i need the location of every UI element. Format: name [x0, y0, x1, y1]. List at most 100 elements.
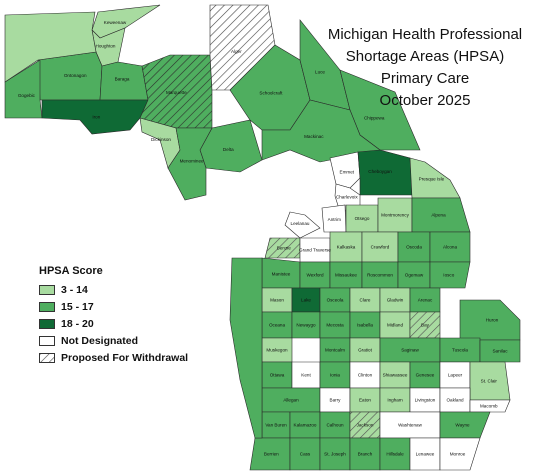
county-label: Alpena [431, 213, 446, 218]
legend-label: 15 - 17 [61, 300, 94, 313]
title-line-4: October 2025 [379, 92, 471, 109]
county-label: Huron [486, 318, 499, 323]
county-label: Emmet [340, 170, 355, 175]
county-label: Ottawa [270, 373, 285, 378]
county-macomb [469, 399, 511, 413]
county-label: Benzie [277, 246, 291, 251]
legend-swatch-15-17 [39, 301, 55, 312]
county-label: Lenawee [416, 452, 435, 457]
title-line-3: Primary Care [380, 70, 470, 87]
county-label: Mason [270, 298, 284, 303]
county-label: Missaukee [335, 273, 357, 278]
county-huron [459, 299, 521, 341]
county-label: Midland [387, 323, 404, 328]
county-label: Bay [421, 323, 430, 328]
county-label: Livingston [415, 398, 436, 403]
county-label: Montcalm [325, 348, 345, 353]
county-label: Iosco [443, 273, 454, 278]
county-label: Lake [301, 298, 311, 303]
county-label: Clinton [358, 373, 373, 378]
county-label: Clare [360, 298, 371, 303]
county-menominee [167, 127, 213, 201]
county-label: Delta [223, 147, 234, 152]
county-label: Ionia [330, 373, 340, 378]
legend-item: 3 - 14 [39, 281, 188, 298]
county-gogebic [4, 59, 43, 119]
county-label: Houghton [96, 44, 116, 49]
county-label: Montmorency [381, 213, 410, 218]
county-label: Van Buren [265, 423, 287, 428]
county-label: Ogemaw [405, 273, 424, 278]
legend-item: Not Designated [39, 332, 188, 349]
title-line-2: Shortage Areas (HPSA) [345, 48, 505, 65]
legend-label: Not Designated [61, 334, 139, 347]
upper-peninsula [4, 4, 421, 201]
lower-peninsula [229, 149, 521, 471]
county-labels: Keweenaw Houghton Ontonagon Gogebic Baraga Ir… [18, 20, 508, 456]
county-label: Iron [92, 115, 100, 120]
legend-label: 3 - 14 [61, 283, 88, 296]
county-label: Lapeer [448, 373, 463, 378]
county-label: Newaygo [296, 323, 316, 328]
county-label: Barry [330, 398, 342, 403]
county-iosco [429, 261, 471, 289]
county-label: Crawford [371, 245, 390, 250]
county-label: Presque Isle [419, 177, 445, 182]
county-label: Ingham [387, 398, 402, 403]
legend-item: Proposed For Withdrawal [39, 349, 188, 366]
title-line-1: Michigan Health Professional [327, 26, 523, 43]
county-label: Charlevoix [336, 195, 358, 200]
county-label: Cheboygan [368, 169, 392, 174]
county-label: Muskegon [266, 348, 288, 353]
county-presque-isle [409, 157, 461, 199]
county-label: Keweenaw [104, 20, 127, 25]
county-label: Washtenaw [398, 423, 423, 428]
county-label: Antrim [328, 217, 341, 222]
county-label: Kent [301, 373, 311, 378]
county-label: St. Clair [481, 379, 498, 384]
county-emmet [329, 151, 361, 189]
county-label: Gogebic [18, 93, 36, 98]
county-label: Alcona [443, 245, 457, 250]
county-label: Monroe [450, 452, 466, 457]
county-label: Chippewa [364, 115, 385, 120]
county-label: Hillsdale [386, 452, 404, 457]
county-label: Roscommon [367, 273, 393, 278]
county-label: Oscoda [406, 245, 422, 250]
county-label: Mecosta [326, 323, 344, 328]
map-title: Michigan Health Professional Shortage Ar… [318, 24, 532, 112]
county-label: St. Joseph [324, 452, 346, 457]
county-label: Leelanau [291, 221, 310, 226]
county-label: Ontonagon [64, 73, 87, 78]
county-label: Mackinac [304, 134, 324, 139]
county-label: Gratiot [358, 348, 373, 353]
county-label: Alger [231, 49, 242, 54]
county-label: Eaton [359, 398, 371, 403]
county-label: Kalkaska [337, 245, 356, 250]
county-label: Isabella [357, 323, 373, 328]
county-label: Luce [315, 70, 325, 75]
legend-label: Proposed For Withdrawal [61, 351, 189, 364]
county-label: Genesee [416, 373, 435, 378]
county-label: Osceola [327, 298, 344, 303]
county-label: Otsego [355, 216, 370, 221]
county-label: Dickinson [151, 137, 171, 142]
county-label: Allegan [283, 398, 299, 403]
county-mackinac [261, 99, 381, 163]
county-west-shore [229, 257, 263, 439]
county-label: Wexford [306, 273, 323, 278]
county-label: Calhoun [326, 423, 344, 428]
legend-swatch-proposed-withdrawal [39, 352, 55, 363]
county-label: Manistee [272, 272, 291, 277]
county-up-west-strip [4, 11, 97, 83]
county-label: Kalamazoo [294, 423, 317, 428]
county-sanilac [479, 339, 521, 363]
county-label: Gladwin [387, 298, 404, 303]
legend-item: 18 - 20 [39, 315, 188, 332]
legend-label: 18 - 20 [61, 317, 94, 330]
county-label: Marquette [166, 90, 187, 95]
county-label: Schoolcraft [259, 91, 283, 96]
county-label: Jackson [357, 423, 374, 428]
county-label: Arenac [418, 298, 433, 303]
